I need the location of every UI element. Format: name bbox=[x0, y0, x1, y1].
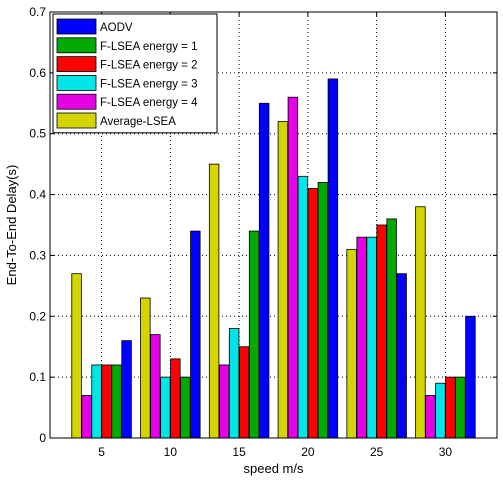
legend-label: F-LSEA energy = 4 bbox=[100, 97, 198, 109]
bar bbox=[258, 102, 270, 439]
bar bbox=[346, 248, 357, 439]
y-tick-label: 0.3 bbox=[29, 248, 46, 262]
bar bbox=[101, 364, 112, 439]
bar bbox=[111, 364, 122, 439]
bar bbox=[327, 78, 339, 439]
x-axis-ticks: 5 10 15 20 25 30 bbox=[98, 12, 452, 459]
legend-swatch bbox=[56, 37, 97, 54]
bar bbox=[238, 346, 250, 439]
bar bbox=[376, 224, 387, 439]
legend-label: AODV bbox=[100, 22, 133, 34]
x-tick-label: 15 bbox=[232, 445, 246, 459]
y-axis-ticks: 0 0.1 0.2 0.3 0.4 0.5 0.6 0.7 bbox=[29, 5, 497, 445]
x-tick-label: 25 bbox=[370, 445, 384, 459]
bar bbox=[248, 230, 260, 439]
bar bbox=[415, 206, 426, 439]
bar bbox=[180, 376, 191, 439]
y-axis-label: End-To-End Delay(s) bbox=[4, 165, 19, 286]
plot-frame bbox=[49, 11, 498, 439]
bar bbox=[297, 175, 309, 439]
legend-swatch bbox=[56, 56, 97, 72]
x-tick-label: 20 bbox=[301, 445, 315, 459]
bar bbox=[160, 376, 171, 439]
bars bbox=[71, 78, 476, 439]
y-tick-label: 0.6 bbox=[29, 66, 46, 80]
x-tick-label: 5 bbox=[98, 445, 105, 459]
legend-label: F-LSEA energy = 2 bbox=[100, 60, 198, 72]
bar bbox=[121, 340, 132, 439]
y-tick-label: 0.1 bbox=[29, 370, 46, 384]
bar bbox=[396, 273, 407, 439]
legend: AODV F-LSEA energy = 1 F-LSEA energy = 2 F-… bbox=[52, 13, 218, 134]
bar bbox=[386, 218, 397, 439]
bar bbox=[140, 297, 151, 439]
x-tick-label: 30 bbox=[439, 445, 453, 459]
bar bbox=[277, 121, 289, 439]
bar bbox=[445, 376, 456, 439]
legend-swatch bbox=[56, 112, 97, 129]
bar bbox=[317, 181, 329, 439]
bar bbox=[71, 273, 82, 439]
bar bbox=[208, 163, 220, 439]
y-tick-label: 0.7 bbox=[29, 5, 46, 19]
bar bbox=[190, 230, 201, 439]
legend-swatch bbox=[56, 93, 97, 110]
bar bbox=[425, 394, 436, 439]
bar bbox=[307, 188, 319, 439]
bar bbox=[455, 376, 466, 439]
y-tick-label: 0 bbox=[39, 431, 46, 445]
bar bbox=[150, 334, 161, 439]
legend-label: Average-LSEA bbox=[100, 116, 176, 128]
bar bbox=[81, 394, 92, 439]
y-tick-label: 0.5 bbox=[29, 127, 46, 141]
bar bbox=[435, 382, 446, 439]
bar bbox=[287, 96, 299, 439]
bar bbox=[91, 364, 102, 439]
bar bbox=[218, 364, 230, 439]
x-axis-label: speed m/s bbox=[244, 461, 304, 476]
bar bbox=[465, 315, 476, 439]
bar bbox=[366, 236, 377, 439]
bar bbox=[356, 236, 367, 439]
legend-label: F-LSEA energy = 1 bbox=[100, 41, 198, 53]
legend-swatch bbox=[56, 75, 97, 91]
y-tick-label: 0.4 bbox=[29, 188, 46, 202]
x-tick-label: 10 bbox=[164, 445, 178, 459]
y-tick-label: 0.2 bbox=[29, 309, 46, 323]
bar bbox=[170, 358, 181, 439]
legend-label: F-LSEA energy = 3 bbox=[100, 78, 198, 90]
bar bbox=[228, 328, 240, 439]
legend-swatch bbox=[56, 18, 97, 35]
